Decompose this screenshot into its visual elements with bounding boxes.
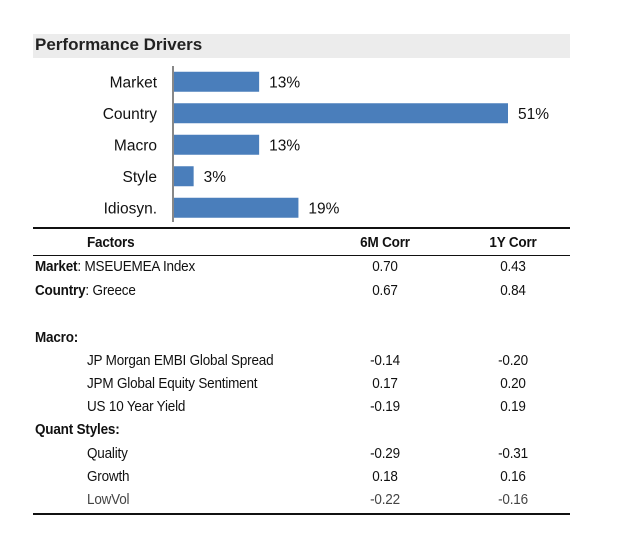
country-6m-corr: 0.67: [372, 283, 398, 299]
macro-section-title: Macro:: [35, 330, 79, 346]
country-1y-corr: 0.84: [500, 283, 526, 299]
value-label: 3%: [204, 169, 227, 186]
table-top-rule: [33, 227, 570, 229]
bar: [174, 103, 508, 124]
quant-row-1y: 0.16: [500, 469, 526, 485]
macro-row-name: JPM Global Equity Sentiment: [87, 376, 258, 392]
title-band: Performance Drivers: [33, 34, 570, 58]
bar: [174, 166, 194, 187]
category-label: Idiosyn.: [104, 200, 157, 217]
quant-row-name: Growth: [87, 469, 130, 485]
macro-row-6m: -0.14: [370, 353, 400, 369]
macro-row-6m: 0.17: [372, 376, 398, 392]
market-label: Market: [35, 259, 78, 275]
performance-drivers-chart: Market 13% Country 51% Macro 13% Style 3% Idiosy…: [103, 66, 549, 222]
macro-row-1y: 0.19: [500, 399, 526, 415]
market-6m-corr: 0.70: [372, 259, 398, 275]
quant-row-6m: 0.18: [372, 469, 398, 485]
table-bottom-rule: [33, 513, 570, 515]
quant-row-1y: -0.16: [498, 492, 528, 508]
country-name: Greece: [92, 283, 136, 299]
row-country: Country: Greece: [35, 283, 136, 299]
macro-row-name: JP Morgan EMBI Global Spread: [87, 353, 274, 369]
macro-row-1y: -0.20: [498, 353, 528, 369]
bar: [174, 134, 260, 155]
bar: [174, 71, 260, 92]
macro-row-name: US 10 Year Yield: [87, 399, 186, 415]
quant-row-6m: -0.29: [370, 446, 400, 462]
header-factors: Factors: [87, 235, 135, 251]
bars-group: Market 13% Country 51% Macro 13% Style 3% Idiosy…: [103, 71, 549, 218]
category-label: Style: [123, 169, 157, 186]
country-label: Country: [35, 283, 86, 299]
value-label: 13%: [269, 137, 300, 154]
quant-row-6m: -0.22: [370, 492, 400, 508]
header-1y-corr: 1Y Corr: [489, 235, 537, 251]
chart-title: Performance Drivers: [35, 35, 203, 54]
value-label: 13%: [269, 74, 300, 91]
quant-row-name: Quality: [87, 446, 128, 462]
category-label: Country: [103, 106, 158, 123]
header-6m-corr: 6M Corr: [360, 235, 410, 251]
quant-row-1y: -0.31: [498, 446, 528, 462]
row-market: Market: MSEUEMEA Index: [35, 259, 196, 275]
value-label: 19%: [308, 200, 339, 217]
macro-row-6m: -0.19: [370, 399, 400, 415]
quant-section-title: Quant Styles:: [35, 422, 120, 438]
macro-row-1y: 0.20: [500, 376, 526, 392]
market-1y-corr: 0.43: [500, 259, 526, 275]
category-label: Market: [110, 74, 158, 91]
header-rule: [33, 255, 570, 256]
market-name: MSEUEMEA Index: [84, 259, 196, 275]
bar: [174, 197, 299, 218]
quant-row-name: LowVol: [87, 492, 130, 508]
value-label: 51%: [518, 106, 549, 123]
category-label: Macro: [114, 137, 157, 154]
